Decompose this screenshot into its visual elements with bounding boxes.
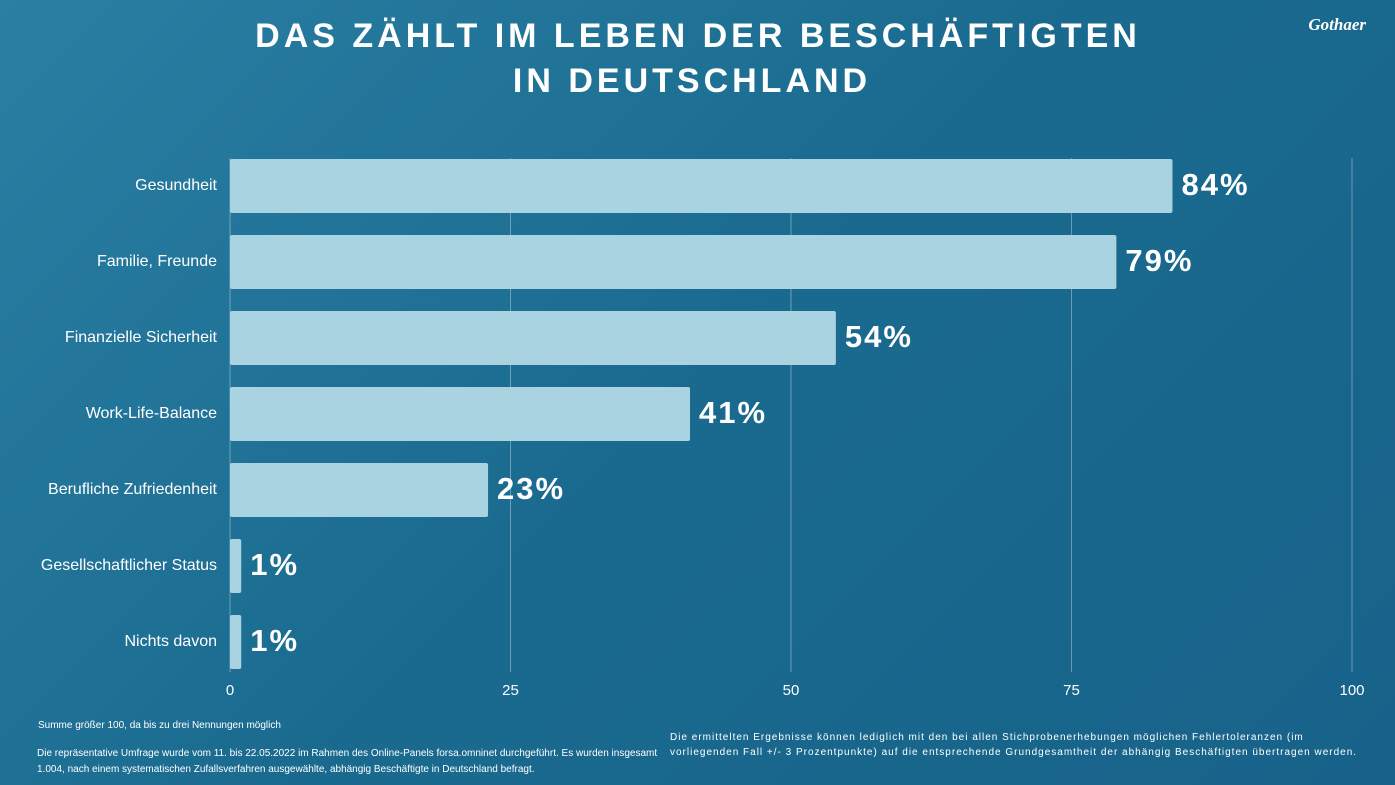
x-tick-label: 100 xyxy=(1339,682,1364,699)
bar xyxy=(230,539,242,593)
value-label: 41% xyxy=(699,395,767,430)
value-label: 79% xyxy=(1125,243,1193,278)
value-label: 84% xyxy=(1181,167,1249,202)
bar xyxy=(230,311,836,365)
x-tick-label: 25 xyxy=(502,682,519,699)
x-tick-label: 50 xyxy=(783,682,800,699)
chart-title: DAS ZÄHLT IM LEBEN DER BESCHÄFTIGTEN xyxy=(255,17,1141,55)
y-tick-label: Finanzielle Sicherheit xyxy=(65,329,218,346)
y-tick-label: Berufliche Zufriedenheit xyxy=(48,481,218,498)
bar xyxy=(230,463,489,517)
footnote: Summe größer 100, da bis zu drei Nennung… xyxy=(38,720,281,731)
value-label: 1% xyxy=(250,547,299,582)
x-tick-label: 75 xyxy=(1063,682,1080,699)
footnote: Die ermittelten Ergebnisse können ledigl… xyxy=(670,732,1358,758)
value-label: 54% xyxy=(845,319,913,354)
footnote: Die repräsentative Umfrage wurde vom 11.… xyxy=(37,748,658,775)
bar xyxy=(230,387,691,441)
y-tick-label: Gesellschaftlicher Status xyxy=(41,557,217,574)
logo: Gothaer xyxy=(1308,15,1366,34)
y-tick-label: Nichts davon xyxy=(125,633,218,650)
y-tick-label: Gesundheit xyxy=(135,177,217,194)
y-tick-label: Work-Life-Balance xyxy=(86,405,217,422)
bar xyxy=(230,235,1117,289)
y-tick-label: Familie, Freunde xyxy=(97,253,217,270)
bar xyxy=(230,159,1173,213)
chart-title: IN DEUTSCHLAND xyxy=(513,62,871,100)
x-tick-label: 0 xyxy=(226,682,234,699)
bar xyxy=(230,615,242,669)
value-label: 1% xyxy=(250,623,299,658)
value-label: 23% xyxy=(497,471,565,506)
